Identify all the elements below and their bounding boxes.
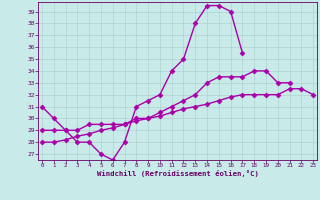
X-axis label: Windchill (Refroidissement éolien,°C): Windchill (Refroidissement éolien,°C) xyxy=(97,170,259,177)
